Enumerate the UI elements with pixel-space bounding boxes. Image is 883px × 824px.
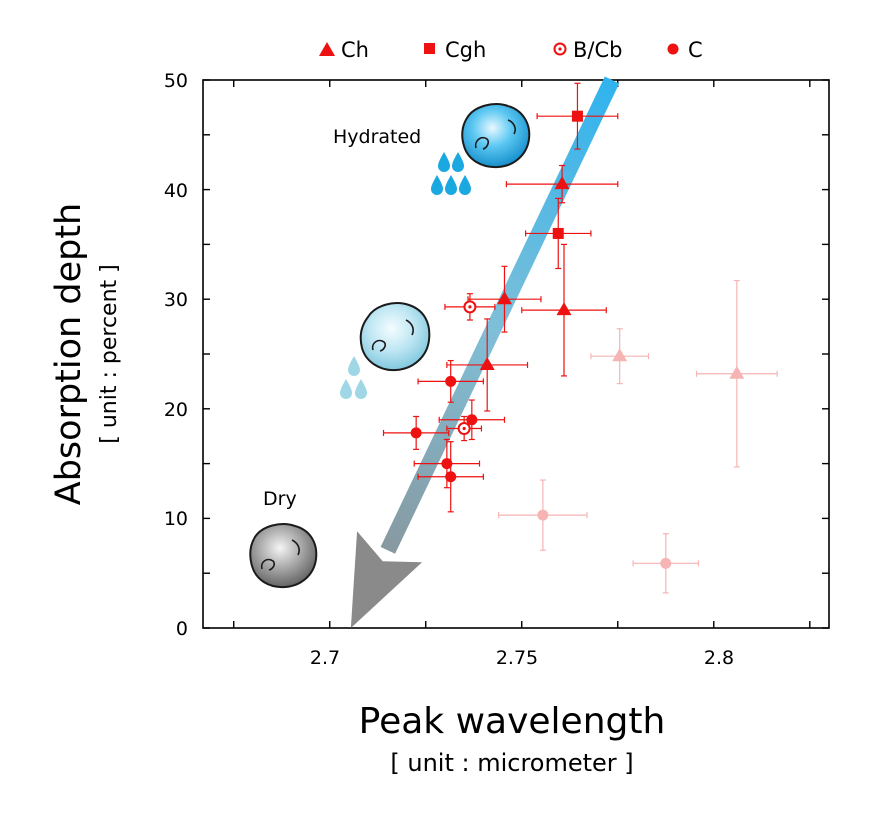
y-tick-label: 30 <box>164 289 188 311</box>
data-point-ch <box>446 318 529 412</box>
hydrated-label: Hydrated <box>333 126 421 148</box>
hydrated-asteroid-icon <box>461 103 531 169</box>
circle-marker <box>466 414 478 426</box>
triangle-marker <box>496 291 512 305</box>
y-tick-labels: 0 10 20 30 40 50 <box>164 70 188 640</box>
data-points <box>382 82 619 513</box>
water-droplets-icon <box>340 356 367 399</box>
data-point-c <box>632 533 700 594</box>
legend-item-cgh: Cgh <box>424 38 486 62</box>
trend-arrow-shaft <box>380 76 620 554</box>
dry-label: Dry <box>263 488 297 510</box>
y-tick-label: 40 <box>164 180 188 202</box>
x-axis-label: Peak wavelength <box>359 701 666 742</box>
y-axis-unit: [ unit : percent ] <box>97 264 122 443</box>
faded-data-points <box>498 279 778 594</box>
open-circle-dot <box>468 305 472 309</box>
x-tick-label: 2.75 <box>496 647 538 669</box>
legend-item-bcb: B/Cb <box>553 38 622 62</box>
water-droplets-icon <box>431 152 471 195</box>
legend: Ch Cgh B/Cb C <box>319 38 703 62</box>
triangle-marker <box>479 356 495 370</box>
data-point-ch <box>521 243 607 377</box>
legend-triangle-marker <box>319 42 335 56</box>
data-point-ch <box>590 328 650 385</box>
y-tick-label: 10 <box>164 508 188 530</box>
data-point-ch <box>695 279 778 468</box>
x-tick-label: 2.7 <box>310 647 340 669</box>
y-tick-label: 50 <box>164 70 188 92</box>
x-axis-unit: [ unit : micrometer ] <box>390 749 633 777</box>
legend-label-ch: Ch <box>341 38 369 62</box>
legend-item-c: C <box>667 38 703 62</box>
legend-circle-marker <box>667 43 679 55</box>
legend-label-cgh: Cgh <box>445 38 486 62</box>
semi-hydrated-asteroid-icon <box>359 302 431 372</box>
legend-label-c: C <box>688 38 703 62</box>
y-axis-title: Absorption depth [ unit : percent ] <box>49 203 122 505</box>
dry-annotation: Dry <box>249 488 318 589</box>
triangle-marker <box>612 348 628 362</box>
data-point-c <box>438 399 506 441</box>
x-tick-label: 2.8 <box>704 647 734 669</box>
data-point-c <box>382 415 450 450</box>
x-tick-labels: 2.7 2.75 2.8 <box>310 647 734 669</box>
circle-marker <box>660 557 672 569</box>
triangle-marker <box>556 302 572 316</box>
data-point-cgh <box>536 82 619 150</box>
trend-arrow-head <box>350 531 423 628</box>
circle-marker <box>441 458 453 470</box>
circle-marker <box>410 427 422 439</box>
triangle-marker <box>554 176 570 190</box>
data-point-ch <box>467 265 542 333</box>
circle-marker <box>445 375 457 387</box>
hydrated-annotation: Hydrated <box>333 103 531 195</box>
data-point-b-cb <box>444 293 496 321</box>
legend-item-ch: Ch <box>319 38 369 62</box>
semi-hydrated-annotation <box>340 302 431 399</box>
data-point-cgh <box>525 197 592 270</box>
y-tick-label: 20 <box>164 399 188 421</box>
data-point-ch <box>505 164 619 204</box>
data-point-c <box>498 479 588 551</box>
y-tick-label: 0 <box>176 618 188 640</box>
open-circle-dot <box>462 426 466 431</box>
data-point-c <box>417 359 484 403</box>
triangle-marker <box>729 365 745 379</box>
data-point-b-cb <box>446 415 483 442</box>
legend-open-circle-dot <box>558 47 562 51</box>
square-marker <box>552 227 564 239</box>
trend-arrow <box>350 76 620 628</box>
square-marker <box>571 110 583 122</box>
x-axis-title: Peak wavelength [ unit : micrometer ] <box>359 701 666 777</box>
data-point-c <box>417 441 484 513</box>
circle-marker <box>537 509 549 521</box>
legend-square-marker <box>424 43 435 54</box>
dry-asteroid-icon <box>249 523 318 589</box>
circle-marker <box>445 471 457 483</box>
legend-label-bcb: B/Cb <box>573 38 622 62</box>
y-axis-label: Absorption depth <box>49 203 89 505</box>
